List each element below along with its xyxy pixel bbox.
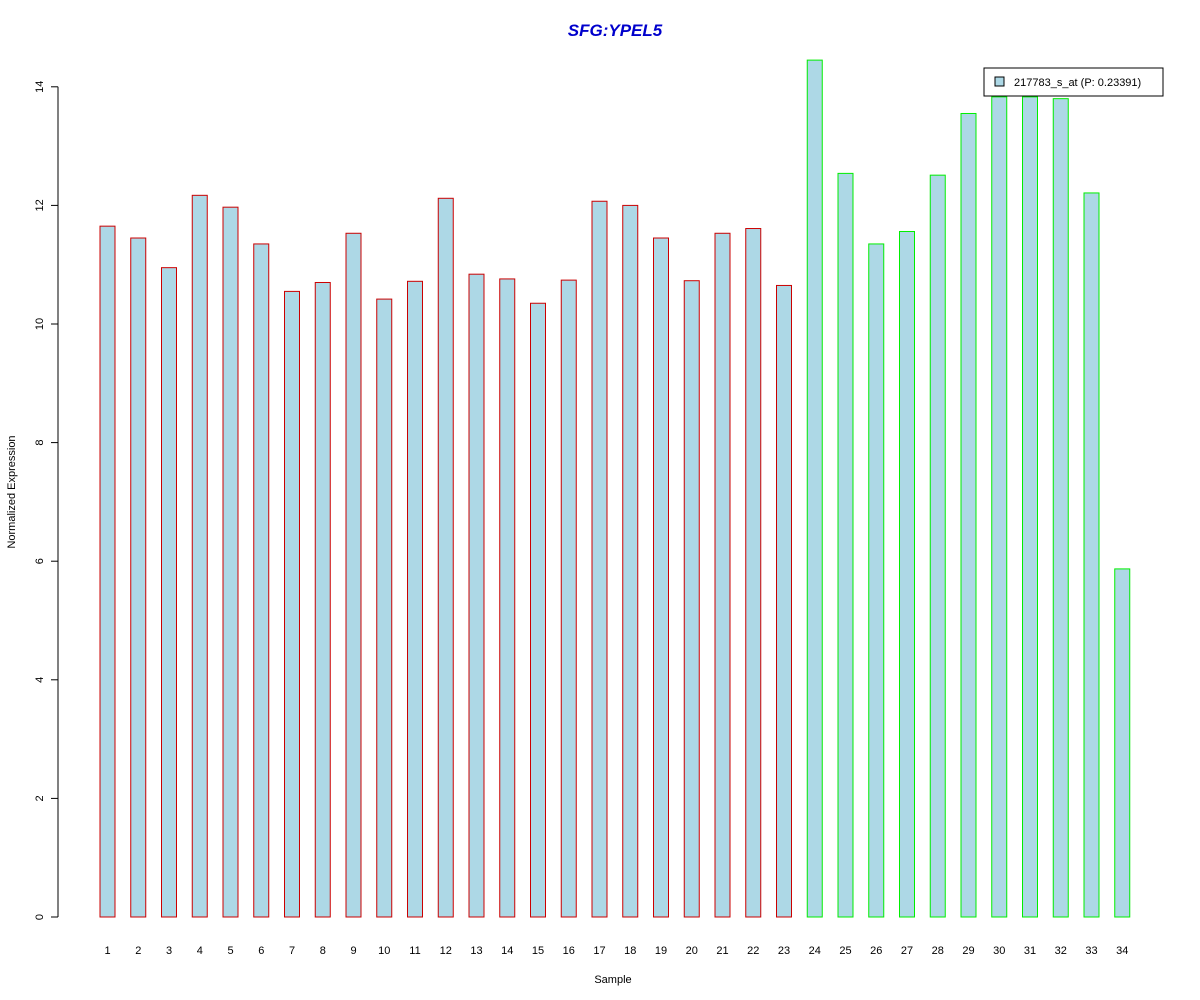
x-tick-label: 20	[686, 945, 698, 957]
x-tick-label: 28	[932, 945, 944, 957]
bar-sample-17	[591, 200, 608, 918]
x-tick-label: 21	[716, 945, 728, 957]
y-tick-label: 0	[34, 914, 46, 920]
x-tick-label: 25	[839, 945, 851, 957]
x-tick-label: 23	[778, 945, 790, 957]
chart-title: SFG:YPEL5	[568, 21, 663, 40]
y-tick-label: 8	[34, 440, 46, 446]
bar-sample-19	[653, 237, 669, 918]
bar-sample-30	[991, 96, 1008, 918]
legend-box	[983, 67, 1164, 97]
y-axis-title: Normalized Expression	[6, 435, 18, 548]
bars	[99, 59, 1131, 918]
x-tick-label: 34	[1116, 945, 1128, 957]
x-tick-label: 7	[289, 945, 295, 957]
legend-swatch	[994, 76, 1005, 87]
bar-sample-12	[437, 197, 454, 918]
x-tick-label: 4	[197, 945, 203, 957]
y-axis: 0 2 4 6 8 10 12 14	[34, 81, 59, 920]
bar-sample-28	[929, 174, 946, 918]
bar-sample-10	[376, 298, 393, 918]
x-tick-label: 16	[563, 945, 575, 957]
bar-sample-27	[899, 230, 915, 918]
x-tick-label: 31	[1024, 945, 1036, 957]
bar-sample-8	[314, 281, 331, 918]
x-tick-label: 15	[532, 945, 544, 957]
bar-sample-20	[683, 280, 700, 918]
bar-sample-14	[499, 278, 516, 918]
y-tick-label: 14	[34, 81, 46, 93]
x-tick-label: 30	[993, 945, 1005, 957]
bar-sample-32	[1052, 98, 1069, 918]
x-tick-label: 17	[593, 945, 605, 957]
x-tick-label: 14	[501, 945, 513, 957]
bar-sample-9	[345, 232, 362, 918]
x-tick-label: 24	[809, 945, 821, 957]
bar-sample-7	[284, 290, 300, 918]
x-tick-label: 6	[258, 945, 264, 957]
bar-sample-3	[161, 267, 177, 918]
y-tick-label: 2	[34, 795, 46, 801]
x-tick-label: 19	[655, 945, 667, 957]
bar-sample-16	[560, 279, 577, 918]
bar-sample-11	[407, 280, 423, 918]
x-tick-label: 5	[227, 945, 233, 957]
x-tick-label: 12	[440, 945, 452, 957]
x-tick-label: 22	[747, 945, 759, 957]
x-tick-label: 33	[1085, 945, 1097, 957]
bar-sample-34	[1114, 568, 1131, 918]
bar-sample-29	[960, 112, 977, 918]
x-axis-labels: 1 2 3 4 5 6 7 8 9 10 11 12 13 14 15 16 17 18 19 20 21 22 23 24 2…	[104, 945, 1128, 957]
bar-sample-26	[868, 243, 885, 918]
y-tick-label: 10	[34, 318, 46, 330]
bar-sample-24	[806, 59, 823, 918]
bar-sample-15	[530, 302, 546, 918]
x-tick-label: 18	[624, 945, 636, 957]
x-tick-label: 8	[320, 945, 326, 957]
bar-sample-25	[837, 172, 854, 918]
bar-sample-18	[622, 204, 639, 918]
x-tick-label: 27	[901, 945, 913, 957]
legend-label: 217783_s_at (P: 0.23391)	[1014, 77, 1141, 89]
bar-sample-2	[130, 237, 147, 918]
bar-sample-6	[253, 243, 270, 918]
x-axis-title: Sample	[594, 974, 631, 986]
bar-sample-4	[191, 194, 208, 918]
x-tick-label: 29	[962, 945, 974, 957]
x-tick-label: 9	[350, 945, 356, 957]
bar-sample-22	[745, 228, 762, 918]
x-tick-label: 3	[166, 945, 172, 957]
x-tick-label: 1	[104, 945, 110, 957]
x-tick-label: 26	[870, 945, 882, 957]
bar-sample-31	[1022, 96, 1038, 918]
bar-sample-21	[714, 232, 731, 918]
x-tick-label: 13	[470, 945, 482, 957]
bar-sample-13	[468, 273, 485, 918]
y-tick-label: 4	[34, 677, 46, 683]
y-tick-label: 6	[34, 558, 46, 564]
x-tick-label: 32	[1055, 945, 1067, 957]
legend: 217783_s_at (P: 0.23391)	[983, 67, 1164, 97]
x-tick-label: 10	[378, 945, 390, 957]
y-tick-label: 12	[34, 199, 46, 211]
bar-sample-33	[1083, 192, 1100, 918]
bar-sample-23	[776, 284, 792, 918]
x-tick-label: 2	[135, 945, 141, 957]
x-tick-label: 11	[409, 945, 420, 957]
bar-sample-1	[99, 225, 116, 918]
bar-sample-5	[222, 206, 239, 918]
